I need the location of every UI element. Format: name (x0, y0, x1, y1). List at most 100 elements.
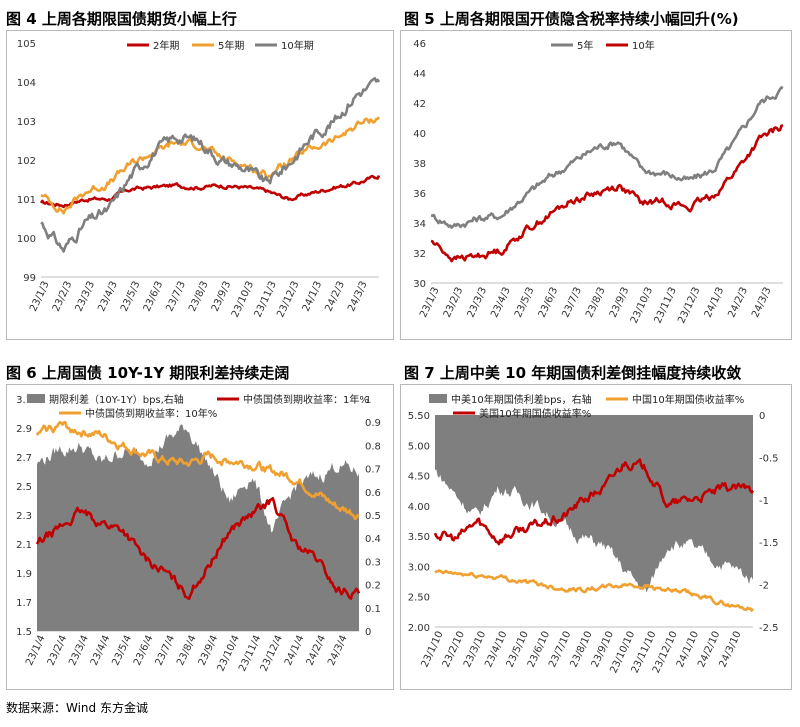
chart-3-title-text: 上周国债 10Y-1Y 期限利差持续走阔 (41, 364, 290, 382)
chart-4-figure: 图 7 (404, 364, 435, 382)
y2-tick-label: 0.1 (365, 604, 381, 615)
series-line-1 (39, 174, 381, 209)
y-tick-label: 32 (413, 249, 426, 260)
x-tick-label: 23/9/4 (197, 634, 221, 668)
x-tick-label: 24/2/4 (305, 634, 329, 668)
y-tick-label: 2.7 (16, 453, 32, 464)
chart-1-title-text: 上周各期限国债期货小幅上行 (41, 10, 237, 28)
y2-tick-label: 0.4 (365, 534, 381, 545)
y-tick-label: 36 (413, 189, 426, 200)
x-tick-label: 24/3/3 (750, 286, 774, 320)
chart-4-title-text: 上周中美 10 年期国债利差倒挂幅度持续收敛 (439, 364, 742, 382)
x-tick-label: 23/3/4 (67, 634, 91, 668)
x-tick-label: 23/1/3 (418, 286, 442, 320)
chart-2-title: 图 5 上周各期限国开债隐含税率持续小幅回升(%) (404, 8, 739, 29)
series-line-1 (430, 86, 784, 229)
legend-label: 10年 (632, 39, 655, 52)
y2-tick-label: 0 (365, 627, 371, 638)
y-tick-label: 99 (23, 273, 36, 284)
y-tick-label: 101 (17, 195, 36, 206)
y-tick-label: 4.50 (408, 472, 430, 483)
y-tick-label: 1.9 (16, 569, 32, 580)
y2-tick-label: 0.5 (365, 511, 381, 522)
chart-3-title: 图 6 上周国债 10Y-1Y 期限利差持续走阔 (6, 362, 289, 383)
x-tick-label: 23/9/3 (210, 280, 234, 314)
y2-tick-label: -1 (759, 496, 769, 507)
x-tick-label: 24/2/3 (726, 286, 750, 320)
x-tick-label: 23/4/3 (489, 286, 513, 320)
y-tick-label: 38 (413, 159, 426, 170)
chart-4-svg: 2.00 2.50 3.00 3.50 4.00 4.50 5.00 5.50 -2.5 -2 -1… (408, 393, 779, 675)
chart-1-figure: 图 4 (6, 10, 37, 28)
x-tick-label: 23/2/3 (51, 280, 75, 314)
y2-tick-label: 0.2 (365, 581, 381, 592)
y-tick-label: 46 (413, 39, 426, 50)
y2-tick-label: 1 (365, 395, 371, 406)
x-tick-label: 23/3/3 (466, 286, 490, 320)
chart-3-frame: 1.5 1.7 1.9 2.1 2.3 2.5 2.7 2.9 3.1 0 0.1 0.2 0.3 0.4… (6, 384, 394, 690)
x-tick-label: 23/1/4 (24, 634, 48, 668)
x-tick-label: 23/9/3 (608, 286, 632, 320)
x-tick-label: 23/12/3 (676, 286, 702, 326)
chart-3-figure: 图 6 (6, 364, 37, 382)
x-tick-label: 23/12/3 (275, 280, 301, 320)
y-tick-label: 5.50 (408, 411, 430, 422)
y-tick-label: 103 (17, 117, 36, 128)
series-line-2 (40, 116, 381, 215)
chart-2-frame: 30 32 34 36 38 40 42 44 46 23/1/3 23/2/3 23/3/3 23/4… (400, 30, 792, 340)
series-line-3 (433, 458, 755, 546)
y2-tick-label: 0.3 (365, 557, 381, 568)
y-tick-label: 34 (413, 219, 426, 230)
y-tick-label: 3.1 (16, 395, 32, 406)
legend-label: 期限利差（10Y-1Y）bps,右轴 (49, 393, 184, 406)
x-tick-label: 24/1/3 (703, 286, 727, 320)
x-tick-label: 24/3/3 (346, 280, 370, 314)
legend-label: 5年期 (218, 39, 244, 52)
legend-label: 10年期 (281, 39, 314, 52)
y-tick-label: 4.00 (408, 502, 430, 513)
y-tick-label: 2.50 (408, 593, 430, 604)
y-tick-label: 3.00 (408, 562, 430, 573)
y2-tick-label: 0.9 (365, 418, 381, 429)
legend-label: 中国10年期国债收益率% (632, 393, 744, 406)
y-tick-label: 1.7 (16, 598, 32, 609)
x-tick-label: 23/4/4 (89, 634, 113, 668)
y-tick-label: 105 (17, 39, 36, 50)
x-tick-label: 23/4/3 (96, 280, 120, 314)
source-note: 数据来源：Wind 东方金诚 (6, 701, 148, 715)
y2-tick-label: 0.8 (365, 441, 381, 452)
x-tick-label: 23/6/4 (132, 634, 156, 668)
y-tick-label: 1.5 (16, 627, 32, 638)
y-tick-label: 40 (413, 129, 426, 140)
x-tick-label: 23/7/4 (154, 634, 178, 668)
y-tick-label: 102 (17, 156, 36, 167)
y-tick-label: 2.3 (16, 511, 32, 522)
chart-2-title-text: 上周各期限国开债隐含税率持续小幅回升(%) (439, 10, 739, 28)
x-tick-label: 24/1/4 (283, 634, 307, 668)
legend-label: 中美10年期国债利差bps，右轴 (451, 393, 592, 406)
x-tick-label: 23/2/4 (46, 634, 70, 668)
x-tick-label: 23/7/3 (560, 286, 584, 320)
legend-swatch (429, 394, 447, 403)
legend-label: 中债国债到期收益率：1年% (243, 393, 369, 406)
x-tick-label: 23/10/3 (629, 286, 655, 326)
series-area-1 (37, 424, 359, 631)
y2-tick-label: -2 (759, 581, 769, 592)
series-line-2 (430, 124, 784, 263)
chart-1-frame: 99 100 101 102 103 104 105 23/1/3 23/2/3 23/3/3 23… (6, 30, 394, 340)
y2-tick-label: -2.5 (759, 623, 779, 634)
x-tick-label: 23/8/3 (584, 286, 608, 320)
chart-3-svg: 1.5 1.7 1.9 2.1 2.3 2.5 2.7 2.9 3.1 0 0.1 0.2 0.3 0.4… (16, 393, 381, 673)
y-tick-label: 2.5 (16, 482, 32, 493)
series-line-3 (35, 420, 360, 521)
chart-4-frame: 2.00 2.50 3.00 3.50 4.00 4.50 5.00 5.50 -2.5 -2 -1… (400, 384, 792, 690)
y2-tick-label: 0 (759, 411, 765, 422)
x-tick-label: 23/8/4 (175, 634, 199, 668)
x-tick-label: 24/3/4 (326, 634, 350, 668)
x-tick-label: 23/6/3 (537, 286, 561, 320)
legend-label: 中债国债到期收益率：10年% (85, 407, 217, 420)
y-tick-label: 2.9 (16, 424, 32, 435)
series-line-2 (434, 569, 755, 612)
legend-swatch (27, 394, 45, 403)
